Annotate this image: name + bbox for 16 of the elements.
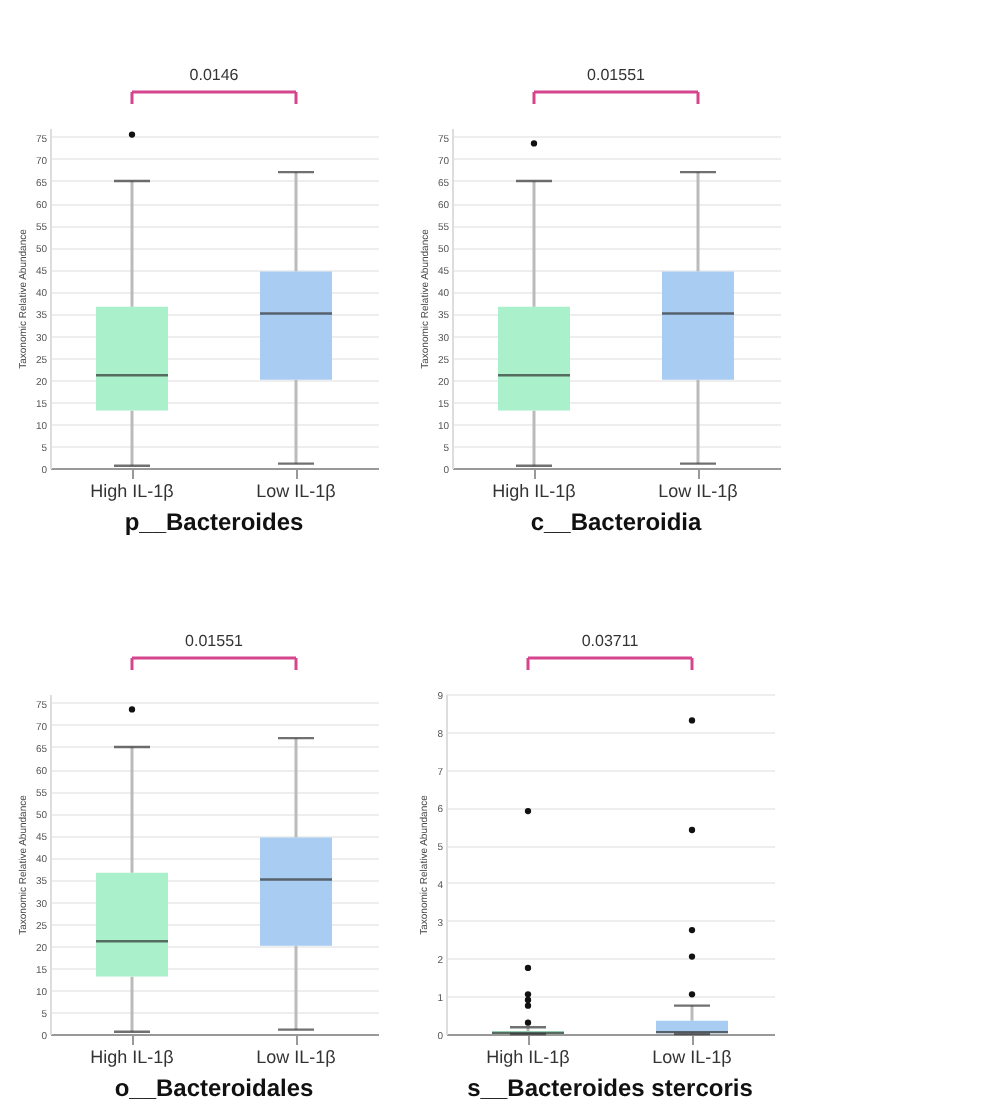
text: p__Bacteroides [124, 508, 305, 536]
x-tick-label: High IL-1β [486, 1047, 570, 1067]
text: c__Bacteroidia [530, 508, 703, 536]
text: 0.03711 [581, 632, 640, 650]
x-tick-label: High IL-1β [90, 481, 174, 501]
text: s__Bacteroides stercoris [467, 1074, 754, 1102]
text: 0.01551 [185, 632, 245, 650]
text: o__Bacteroidales [114, 1074, 315, 1102]
x-tick-label: Low IL-1β [256, 481, 336, 501]
x-tick-label: High IL-1β [90, 1047, 174, 1067]
x-tick-label: High IL-1β [492, 481, 576, 501]
x-tick-label: Low IL-1β [256, 1047, 336, 1067]
x-tick-label: Low IL-1β [652, 1047, 732, 1067]
x-tick-label: Low IL-1β [658, 481, 738, 501]
text: 0.01551 [587, 66, 647, 84]
text: 0.0146 [189, 66, 240, 84]
